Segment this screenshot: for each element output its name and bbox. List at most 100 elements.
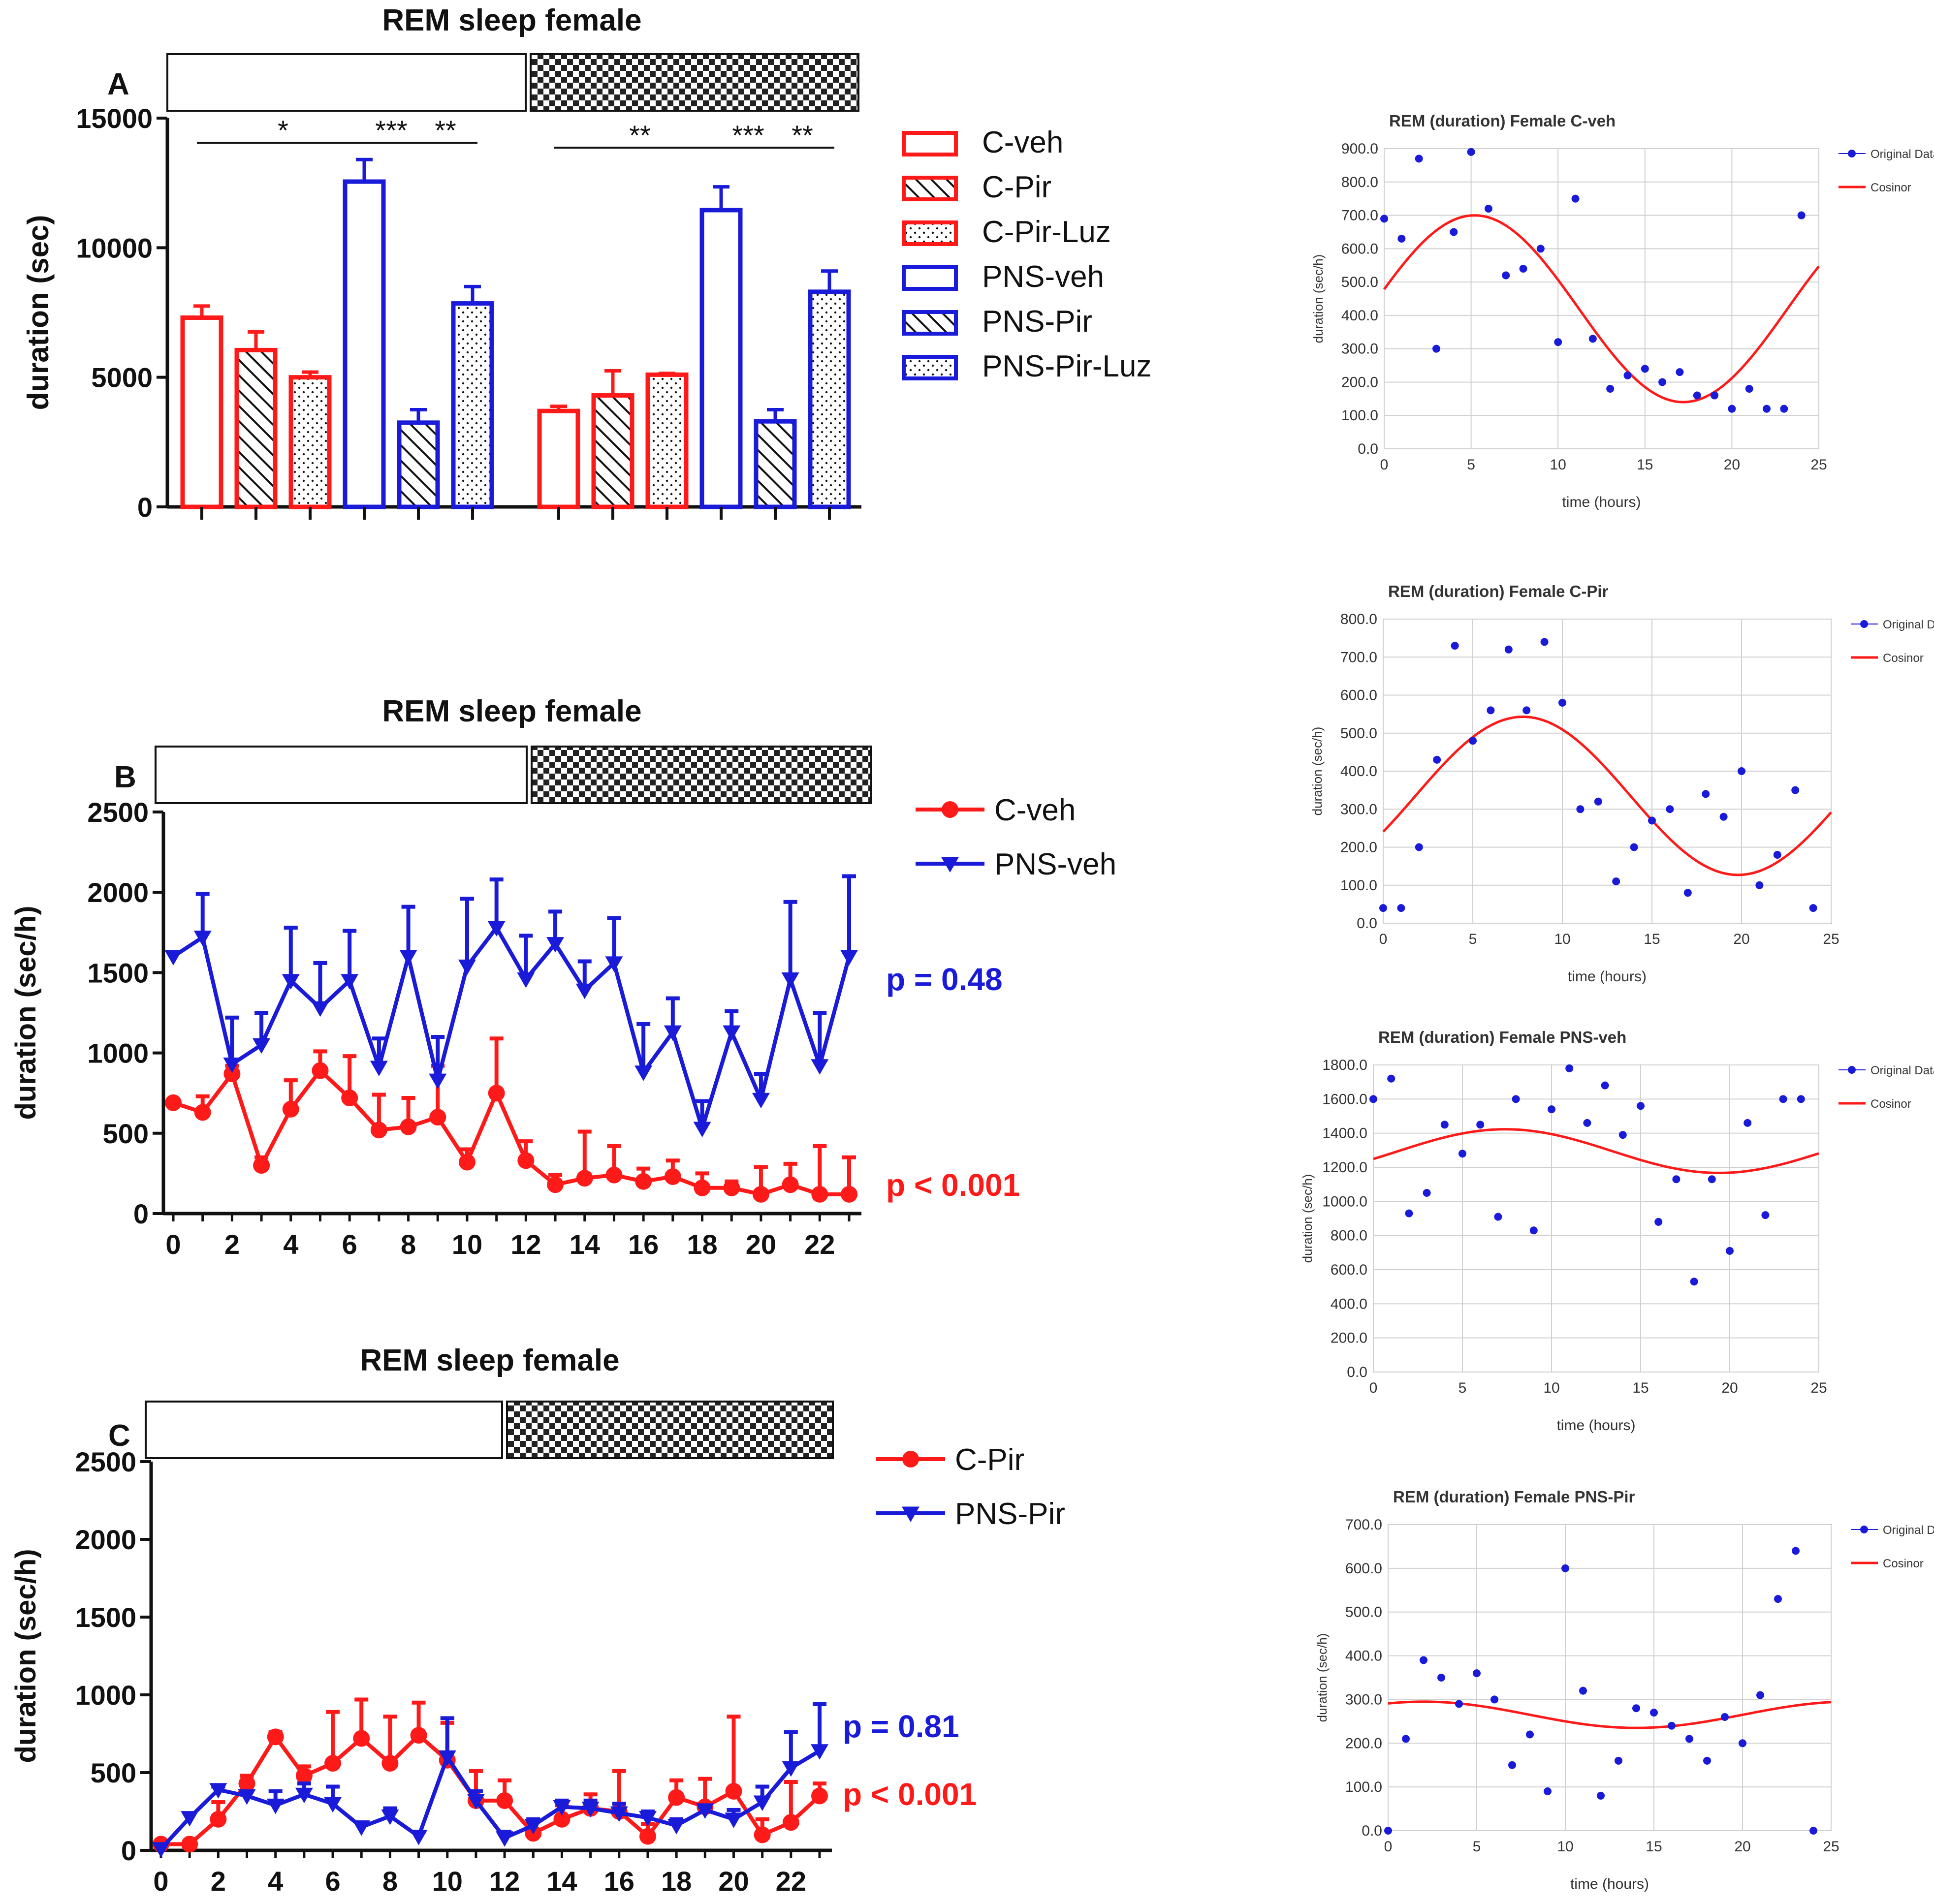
- data-point: [1666, 805, 1674, 813]
- x-tick-label: 5: [1458, 1380, 1467, 1396]
- data-point: [1615, 1756, 1622, 1765]
- data-point: [341, 1089, 358, 1106]
- data-point: [1632, 1704, 1640, 1713]
- legend-label: PNS-veh: [994, 847, 1116, 881]
- data-point: [1420, 1656, 1427, 1664]
- legend-label: C-veh: [994, 793, 1076, 827]
- data-point: [1415, 155, 1423, 163]
- data-point: [1606, 385, 1615, 393]
- data-point: [546, 937, 565, 953]
- cosinor-curve: [1373, 1128, 1819, 1174]
- x-tick-label: 0: [1379, 931, 1388, 947]
- legend-marker: [1848, 150, 1856, 157]
- x-tick-label: 6: [325, 1866, 340, 1897]
- y-tick-label: 0.0: [1347, 1364, 1367, 1380]
- data-point: [581, 1802, 600, 1817]
- chart-title: REM sleep female: [382, 3, 641, 37]
- data-point: [1676, 368, 1684, 376]
- data-point: [1583, 1119, 1591, 1127]
- data-point: [429, 1109, 446, 1126]
- data-point: [782, 1761, 800, 1777]
- y-tick-label: 600.0: [1331, 1262, 1367, 1278]
- data-point: [370, 1122, 387, 1139]
- light-phase-bar: [166, 53, 527, 112]
- y-axis-label: duration (sec/h): [1315, 1633, 1330, 1722]
- data-point: [1384, 1827, 1392, 1835]
- data-point: [1544, 1787, 1552, 1796]
- data-point: [282, 974, 300, 990]
- data-point: [1683, 889, 1692, 897]
- data-point: [1693, 391, 1701, 400]
- data-point: [723, 1025, 741, 1041]
- x-tick-label: 8: [382, 1866, 398, 1897]
- data-point: [267, 1728, 284, 1746]
- data-point: [575, 983, 594, 999]
- data-point: [181, 1836, 198, 1853]
- data-point: [341, 974, 359, 990]
- data-point: [811, 1787, 828, 1805]
- x-tick-label: 2: [224, 1229, 240, 1260]
- bar: [288, 375, 332, 509]
- data-point: [1579, 1686, 1587, 1695]
- bar: [591, 393, 634, 509]
- data-point: [1369, 1095, 1377, 1103]
- x-tick-label: 8: [401, 1229, 416, 1260]
- data-point: [725, 1812, 743, 1828]
- data-point: [638, 1811, 657, 1827]
- x-tick-label: 10: [432, 1866, 463, 1897]
- data-point: [1576, 805, 1585, 813]
- y-tick-label: 2500: [87, 797, 149, 828]
- series-line: [172, 924, 851, 1135]
- data-point: [1708, 1175, 1716, 1184]
- data-point: [410, 1830, 428, 1845]
- data-point: [324, 1755, 342, 1772]
- legend-label: Cosinor: [1883, 652, 1924, 665]
- y-tick-label: 2500: [75, 1446, 136, 1477]
- y-tick-label: 0: [133, 1198, 149, 1229]
- y-axis-label: duration (sec/h): [10, 1549, 42, 1763]
- data-point: [496, 1831, 514, 1847]
- y-tick-label: 400.0: [1341, 308, 1378, 324]
- data-point: [295, 1767, 313, 1784]
- chart-title: REM sleep female: [360, 1343, 619, 1377]
- x-tick-label: 4: [268, 1866, 283, 1897]
- data-point: [1397, 235, 1406, 243]
- cosinor-curve: [1383, 214, 1820, 404]
- data-point: [634, 1065, 653, 1081]
- significance-label: **: [435, 115, 456, 146]
- data-point: [1571, 194, 1580, 203]
- legend-marker: [1848, 1066, 1856, 1074]
- legend-swatch: [902, 355, 958, 380]
- y-axis-label: duration (sec/h): [10, 905, 42, 1120]
- data-point: [693, 1122, 711, 1138]
- data-point: [1387, 1074, 1395, 1083]
- data-point: [1744, 1119, 1752, 1127]
- data-point: [1597, 1791, 1605, 1800]
- data-point: [782, 1814, 799, 1831]
- legend-label: PNS-Pir-Luz: [982, 349, 1152, 383]
- legend-swatch: [902, 220, 958, 246]
- data-point: [547, 1176, 564, 1193]
- legend-label: Original Data: [1871, 148, 1934, 161]
- x-tick-label: 18: [687, 1229, 717, 1260]
- chart-title: REM (duration) Female PNS-Pir: [1393, 1488, 1635, 1506]
- data-point: [1791, 786, 1800, 794]
- data-point: [238, 1789, 256, 1805]
- data-point: [1558, 698, 1566, 707]
- data-point: [1780, 405, 1788, 413]
- data-point: [253, 1038, 271, 1054]
- data-point: [1761, 1211, 1770, 1219]
- data-point: [1721, 1713, 1729, 1721]
- plot-area: [1384, 148, 1819, 449]
- p-value-label: p = 0.81: [843, 1709, 959, 1744]
- data-point: [1773, 850, 1781, 859]
- data-point: [1529, 1226, 1538, 1235]
- data-point: [1484, 205, 1492, 213]
- y-axis-label: duration (sec/h): [1310, 727, 1325, 816]
- plot-area: [1388, 1524, 1832, 1831]
- data-point: [1703, 1756, 1711, 1765]
- data-point: [165, 1094, 182, 1111]
- data-point: [1494, 1213, 1502, 1221]
- x-tick-label: 5: [1467, 457, 1475, 473]
- x-tick-label: 20: [1734, 1839, 1750, 1855]
